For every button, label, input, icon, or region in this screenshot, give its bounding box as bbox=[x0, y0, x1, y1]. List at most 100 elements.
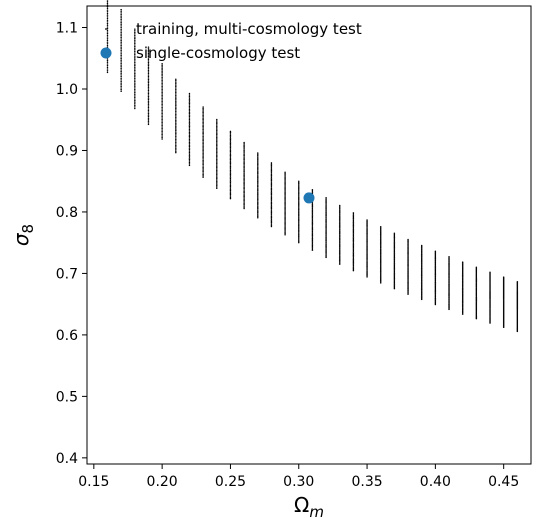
x-tick-label: 0.20 bbox=[147, 474, 178, 490]
x-tick-label: 0.45 bbox=[488, 474, 519, 490]
data-point bbox=[229, 153, 232, 155]
data-point bbox=[202, 156, 204, 159]
data-point bbox=[106, 44, 109, 47]
data-point bbox=[379, 240, 382, 243]
data-point bbox=[216, 150, 218, 152]
data-point bbox=[461, 311, 464, 313]
data-point bbox=[284, 211, 286, 214]
data-point bbox=[284, 227, 286, 230]
data-point bbox=[257, 153, 259, 155]
x-axis-label-subscript: m bbox=[309, 503, 324, 518]
data-point bbox=[311, 232, 314, 234]
data-point bbox=[366, 246, 368, 249]
data-point bbox=[366, 244, 368, 246]
data-point bbox=[243, 190, 245, 193]
data-point bbox=[311, 244, 314, 247]
data-point bbox=[338, 242, 341, 244]
data-point bbox=[161, 120, 163, 122]
data-point bbox=[298, 237, 300, 239]
data-point bbox=[161, 70, 163, 73]
data-point bbox=[175, 137, 177, 139]
data-point bbox=[243, 198, 245, 200]
data-point bbox=[257, 174, 259, 176]
data-point bbox=[420, 275, 423, 278]
data-point bbox=[325, 225, 327, 228]
data-point bbox=[420, 293, 423, 295]
data-point bbox=[448, 256, 450, 258]
data-point bbox=[366, 263, 368, 266]
data-point bbox=[216, 157, 218, 159]
data-point bbox=[366, 223, 368, 226]
data-point bbox=[311, 207, 314, 209]
data-point bbox=[461, 274, 464, 277]
x-axis: 0.15 0.20 0.25 0.30 0.35 0.40 0.45 bbox=[78, 464, 519, 490]
data-point bbox=[216, 184, 218, 187]
data-point bbox=[147, 106, 150, 109]
data-point bbox=[270, 223, 273, 225]
data-point bbox=[270, 165, 273, 168]
data-point bbox=[366, 222, 368, 225]
data-point bbox=[161, 135, 163, 137]
data-point bbox=[352, 217, 355, 220]
data-point bbox=[298, 228, 300, 230]
data-point bbox=[202, 132, 204, 135]
data-point bbox=[448, 276, 450, 278]
data-point bbox=[393, 286, 396, 289]
data-point bbox=[311, 247, 314, 249]
data-point bbox=[298, 233, 300, 235]
data-point bbox=[420, 282, 423, 284]
data-point bbox=[147, 66, 150, 68]
data-point bbox=[243, 157, 245, 160]
data-point bbox=[257, 167, 259, 170]
data-point bbox=[243, 143, 245, 145]
data-point bbox=[338, 258, 341, 261]
data-point bbox=[407, 251, 409, 254]
data-point bbox=[366, 252, 368, 254]
data-point bbox=[243, 202, 245, 204]
data-point bbox=[270, 167, 273, 169]
data-point bbox=[134, 56, 136, 59]
data-point bbox=[243, 181, 245, 183]
data-point bbox=[298, 206, 300, 208]
data-point bbox=[461, 307, 464, 309]
data-point bbox=[284, 196, 286, 199]
data-point bbox=[434, 287, 437, 290]
data-point bbox=[134, 87, 136, 89]
data-point bbox=[448, 266, 450, 269]
data-point bbox=[270, 211, 273, 214]
data-point bbox=[393, 287, 396, 290]
data-point bbox=[270, 213, 273, 215]
data-point bbox=[379, 250, 382, 253]
data-point bbox=[461, 261, 464, 263]
data-point bbox=[243, 205, 245, 207]
data-point bbox=[106, 7, 109, 10]
data-point bbox=[229, 181, 232, 184]
data-point bbox=[393, 235, 396, 238]
data-point bbox=[434, 265, 437, 267]
data-point bbox=[216, 173, 218, 176]
data-point bbox=[298, 185, 300, 187]
data-point bbox=[325, 217, 327, 219]
data-point bbox=[257, 156, 259, 158]
data-point bbox=[475, 280, 478, 283]
data-point bbox=[270, 205, 273, 207]
data-point bbox=[366, 220, 368, 222]
data-point bbox=[270, 172, 273, 174]
data-point bbox=[366, 264, 368, 267]
data-point bbox=[134, 37, 136, 40]
data-point bbox=[434, 272, 437, 275]
data-point bbox=[270, 185, 273, 187]
data-point bbox=[229, 175, 232, 177]
data-point bbox=[420, 252, 423, 254]
data-point bbox=[475, 313, 478, 316]
data-point bbox=[175, 150, 177, 152]
data-point bbox=[448, 278, 450, 280]
data-point bbox=[188, 160, 191, 162]
data-point bbox=[188, 150, 191, 152]
data-point bbox=[229, 152, 232, 154]
data-point bbox=[461, 290, 464, 292]
data-point bbox=[325, 254, 327, 256]
data-point bbox=[420, 298, 423, 301]
test-point bbox=[303, 192, 315, 204]
data-point bbox=[229, 179, 232, 181]
